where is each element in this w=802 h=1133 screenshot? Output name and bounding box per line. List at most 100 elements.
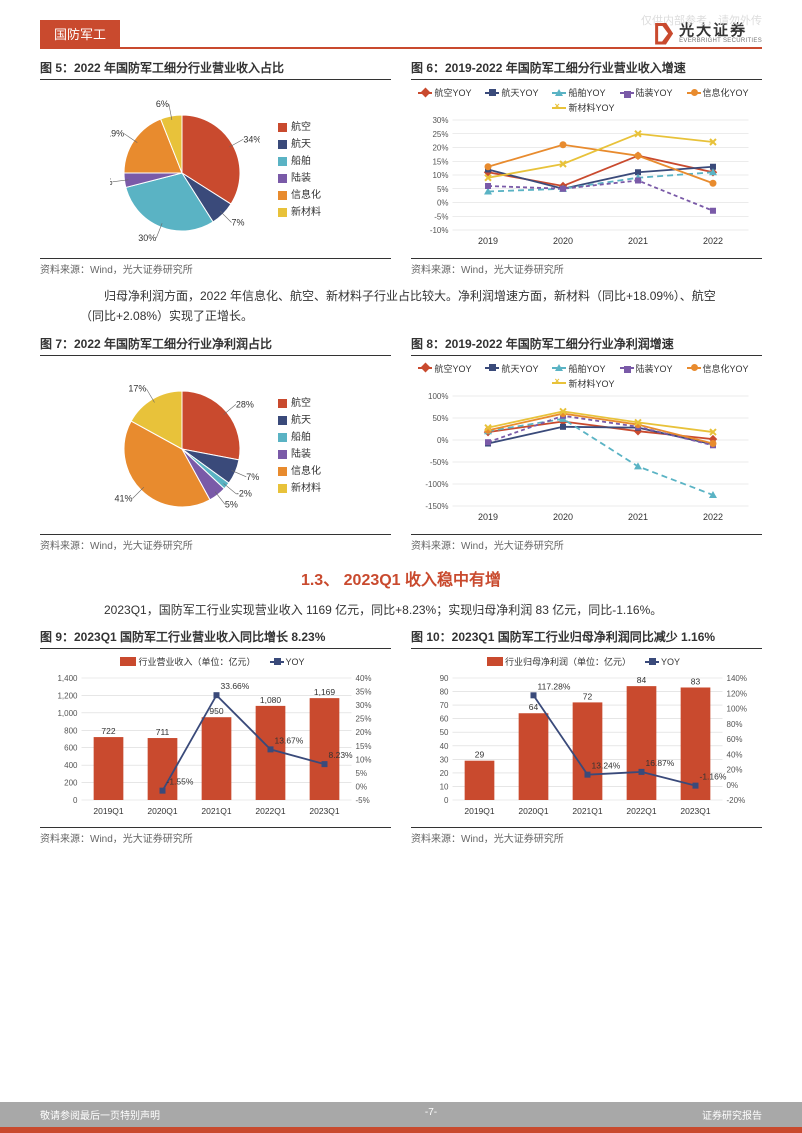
svg-text:0%: 0%	[727, 781, 739, 790]
fig7-chart: 28%7%-2%5%41%17%航空航天船舶陆装信息化新材料	[40, 362, 391, 530]
svg-text:-1.55%: -1.55%	[167, 777, 194, 787]
svg-text:2021: 2021	[628, 236, 648, 246]
svg-text:-10%: -10%	[430, 226, 449, 235]
svg-text:70: 70	[440, 701, 449, 710]
svg-text:2022: 2022	[703, 236, 723, 246]
svg-text:1,000: 1,000	[57, 709, 78, 718]
svg-text:13.67%: 13.67%	[275, 736, 304, 746]
fig10-chart: 行业归母净利润（单位：亿元）YOY0102030405060708090-20%…	[411, 655, 762, 823]
logo-en: EVERBRIGHT SECURITIES	[679, 38, 762, 44]
svg-text:400: 400	[64, 761, 78, 770]
svg-text:2022: 2022	[703, 512, 723, 522]
svg-text:-5%: -5%	[356, 796, 370, 805]
fig8-chart: 航空YOY航天YOY船舶YOY陆装YOY信息化YOY×新材料YOY-150%-1…	[411, 362, 762, 530]
svg-text:10: 10	[440, 783, 449, 792]
svg-text:80: 80	[440, 688, 449, 697]
svg-text:2021Q1: 2021Q1	[572, 806, 603, 816]
fig9-source: 资料来源：Wind，光大证券研究所	[40, 827, 391, 845]
svg-text:30%: 30%	[138, 233, 156, 243]
svg-text:40%: 40%	[356, 674, 372, 683]
svg-text:100%: 100%	[428, 392, 448, 401]
svg-text:2019Q1: 2019Q1	[464, 806, 495, 816]
svg-text:2022Q1: 2022Q1	[626, 806, 657, 816]
svg-text:0%: 0%	[437, 199, 449, 208]
fig6-chart: 航空YOY航天YOY船舶YOY陆装YOY信息化YOY×新材料YOY-10%-5%…	[411, 86, 762, 254]
svg-text:800: 800	[64, 726, 78, 735]
svg-text:10%: 10%	[432, 171, 448, 180]
svg-text:0%: 0%	[356, 783, 368, 792]
fig10-source: 资料来源：Wind，光大证券研究所	[411, 827, 762, 845]
svg-text:2023Q1: 2023Q1	[680, 806, 711, 816]
svg-text:30%: 30%	[356, 701, 372, 710]
svg-text:35%: 35%	[356, 688, 372, 697]
fig5-title: 图 5：2022 年国防军工细分行业营业收入占比	[40, 59, 391, 80]
svg-text:33.66%: 33.66%	[221, 681, 250, 691]
svg-text:10%: 10%	[356, 756, 372, 765]
svg-text:40: 40	[440, 742, 449, 751]
footer-left: 敬请参阅最后一页特别声明	[40, 1107, 160, 1122]
svg-text:34%: 34%	[243, 134, 260, 144]
fig7-title: 图 7：2022 年国防军工细分行业净利润占比	[40, 335, 391, 356]
fig6-source: 资料来源：Wind，光大证券研究所	[411, 258, 762, 276]
sector-tag: 国防军工	[40, 20, 120, 47]
svg-text:40%: 40%	[727, 750, 743, 759]
svg-text:50%: 50%	[432, 414, 448, 423]
svg-text:2020Q1: 2020Q1	[518, 806, 549, 816]
svg-text:80%: 80%	[727, 720, 743, 729]
svg-text:2019: 2019	[478, 236, 498, 246]
svg-text:950: 950	[209, 706, 223, 716]
svg-text:2023Q1: 2023Q1	[309, 806, 340, 816]
svg-text:5%: 5%	[437, 185, 449, 194]
svg-text:30: 30	[440, 756, 449, 765]
paragraph-1: 归母净利润方面，2022 年信息化、航空、新材料子行业占比较大。净利润增速方面，…	[80, 286, 722, 327]
fig7-source: 资料来源：Wind，光大证券研究所	[40, 534, 391, 552]
svg-text:-100%: -100%	[425, 480, 448, 489]
svg-text:83: 83	[691, 677, 701, 687]
svg-text:600: 600	[64, 744, 78, 753]
svg-text:7%: 7%	[246, 472, 259, 482]
svg-text:2020: 2020	[553, 236, 573, 246]
footer-right: 证券研究报告	[702, 1107, 762, 1122]
svg-text:50: 50	[440, 728, 449, 737]
svg-text:-5%: -5%	[434, 212, 448, 221]
page-footer: 敬请参阅最后一页特别声明 -7- 证券研究报告	[0, 1102, 802, 1133]
svg-text:84: 84	[637, 675, 647, 685]
svg-text:1,200: 1,200	[57, 692, 78, 701]
svg-text:20%: 20%	[356, 728, 372, 737]
svg-text:-150%: -150%	[425, 502, 448, 511]
svg-text:72: 72	[583, 692, 593, 702]
svg-text:90: 90	[440, 674, 449, 683]
svg-text:20: 20	[440, 769, 449, 778]
fig8-source: 资料来源：Wind，光大证券研究所	[411, 534, 762, 552]
svg-text:15%: 15%	[356, 742, 372, 751]
svg-text:100%: 100%	[727, 705, 747, 714]
svg-text:41%: 41%	[114, 493, 132, 503]
svg-text:25%: 25%	[432, 130, 448, 139]
svg-text:20%: 20%	[727, 766, 743, 775]
svg-text:2021: 2021	[628, 512, 648, 522]
svg-text:5%: 5%	[225, 499, 238, 509]
svg-text:6%: 6%	[156, 99, 169, 109]
fig6-title: 图 6：2019-2022 年国防军工细分行业营业收入增速	[411, 59, 762, 80]
svg-text:29: 29	[475, 750, 485, 760]
svg-text:120%: 120%	[727, 689, 747, 698]
svg-text:60: 60	[440, 715, 449, 724]
svg-text:0: 0	[444, 796, 449, 805]
page: 仅供内部参考，请勿外传 国防军工 光大证券 EVERBRIGHT SECURIT…	[0, 0, 802, 1133]
section-title: 1.3、 2023Q1 收入稳中有增	[40, 566, 762, 590]
svg-text:200: 200	[64, 779, 78, 788]
fig10-title: 图 10：2023Q1 国防军工行业归母净利润同比减少 1.16%	[411, 628, 762, 649]
svg-text:28%: 28%	[236, 399, 254, 409]
svg-text:0: 0	[73, 796, 78, 805]
svg-text:2020Q1: 2020Q1	[147, 806, 178, 816]
svg-text:19%: 19%	[110, 129, 124, 139]
svg-text:30%: 30%	[432, 116, 448, 125]
svg-text:16.87%: 16.87%	[646, 758, 675, 768]
svg-text:7%: 7%	[231, 217, 244, 227]
footer-page-num: -7-	[425, 1107, 437, 1122]
fig5-chart: 34%7%30%4%19%6%航空航天船舶陆装信息化新材料	[40, 86, 391, 254]
svg-text:60%: 60%	[727, 735, 743, 744]
svg-text:722: 722	[101, 726, 115, 736]
svg-text:2022Q1: 2022Q1	[255, 806, 286, 816]
svg-text:25%: 25%	[356, 715, 372, 724]
